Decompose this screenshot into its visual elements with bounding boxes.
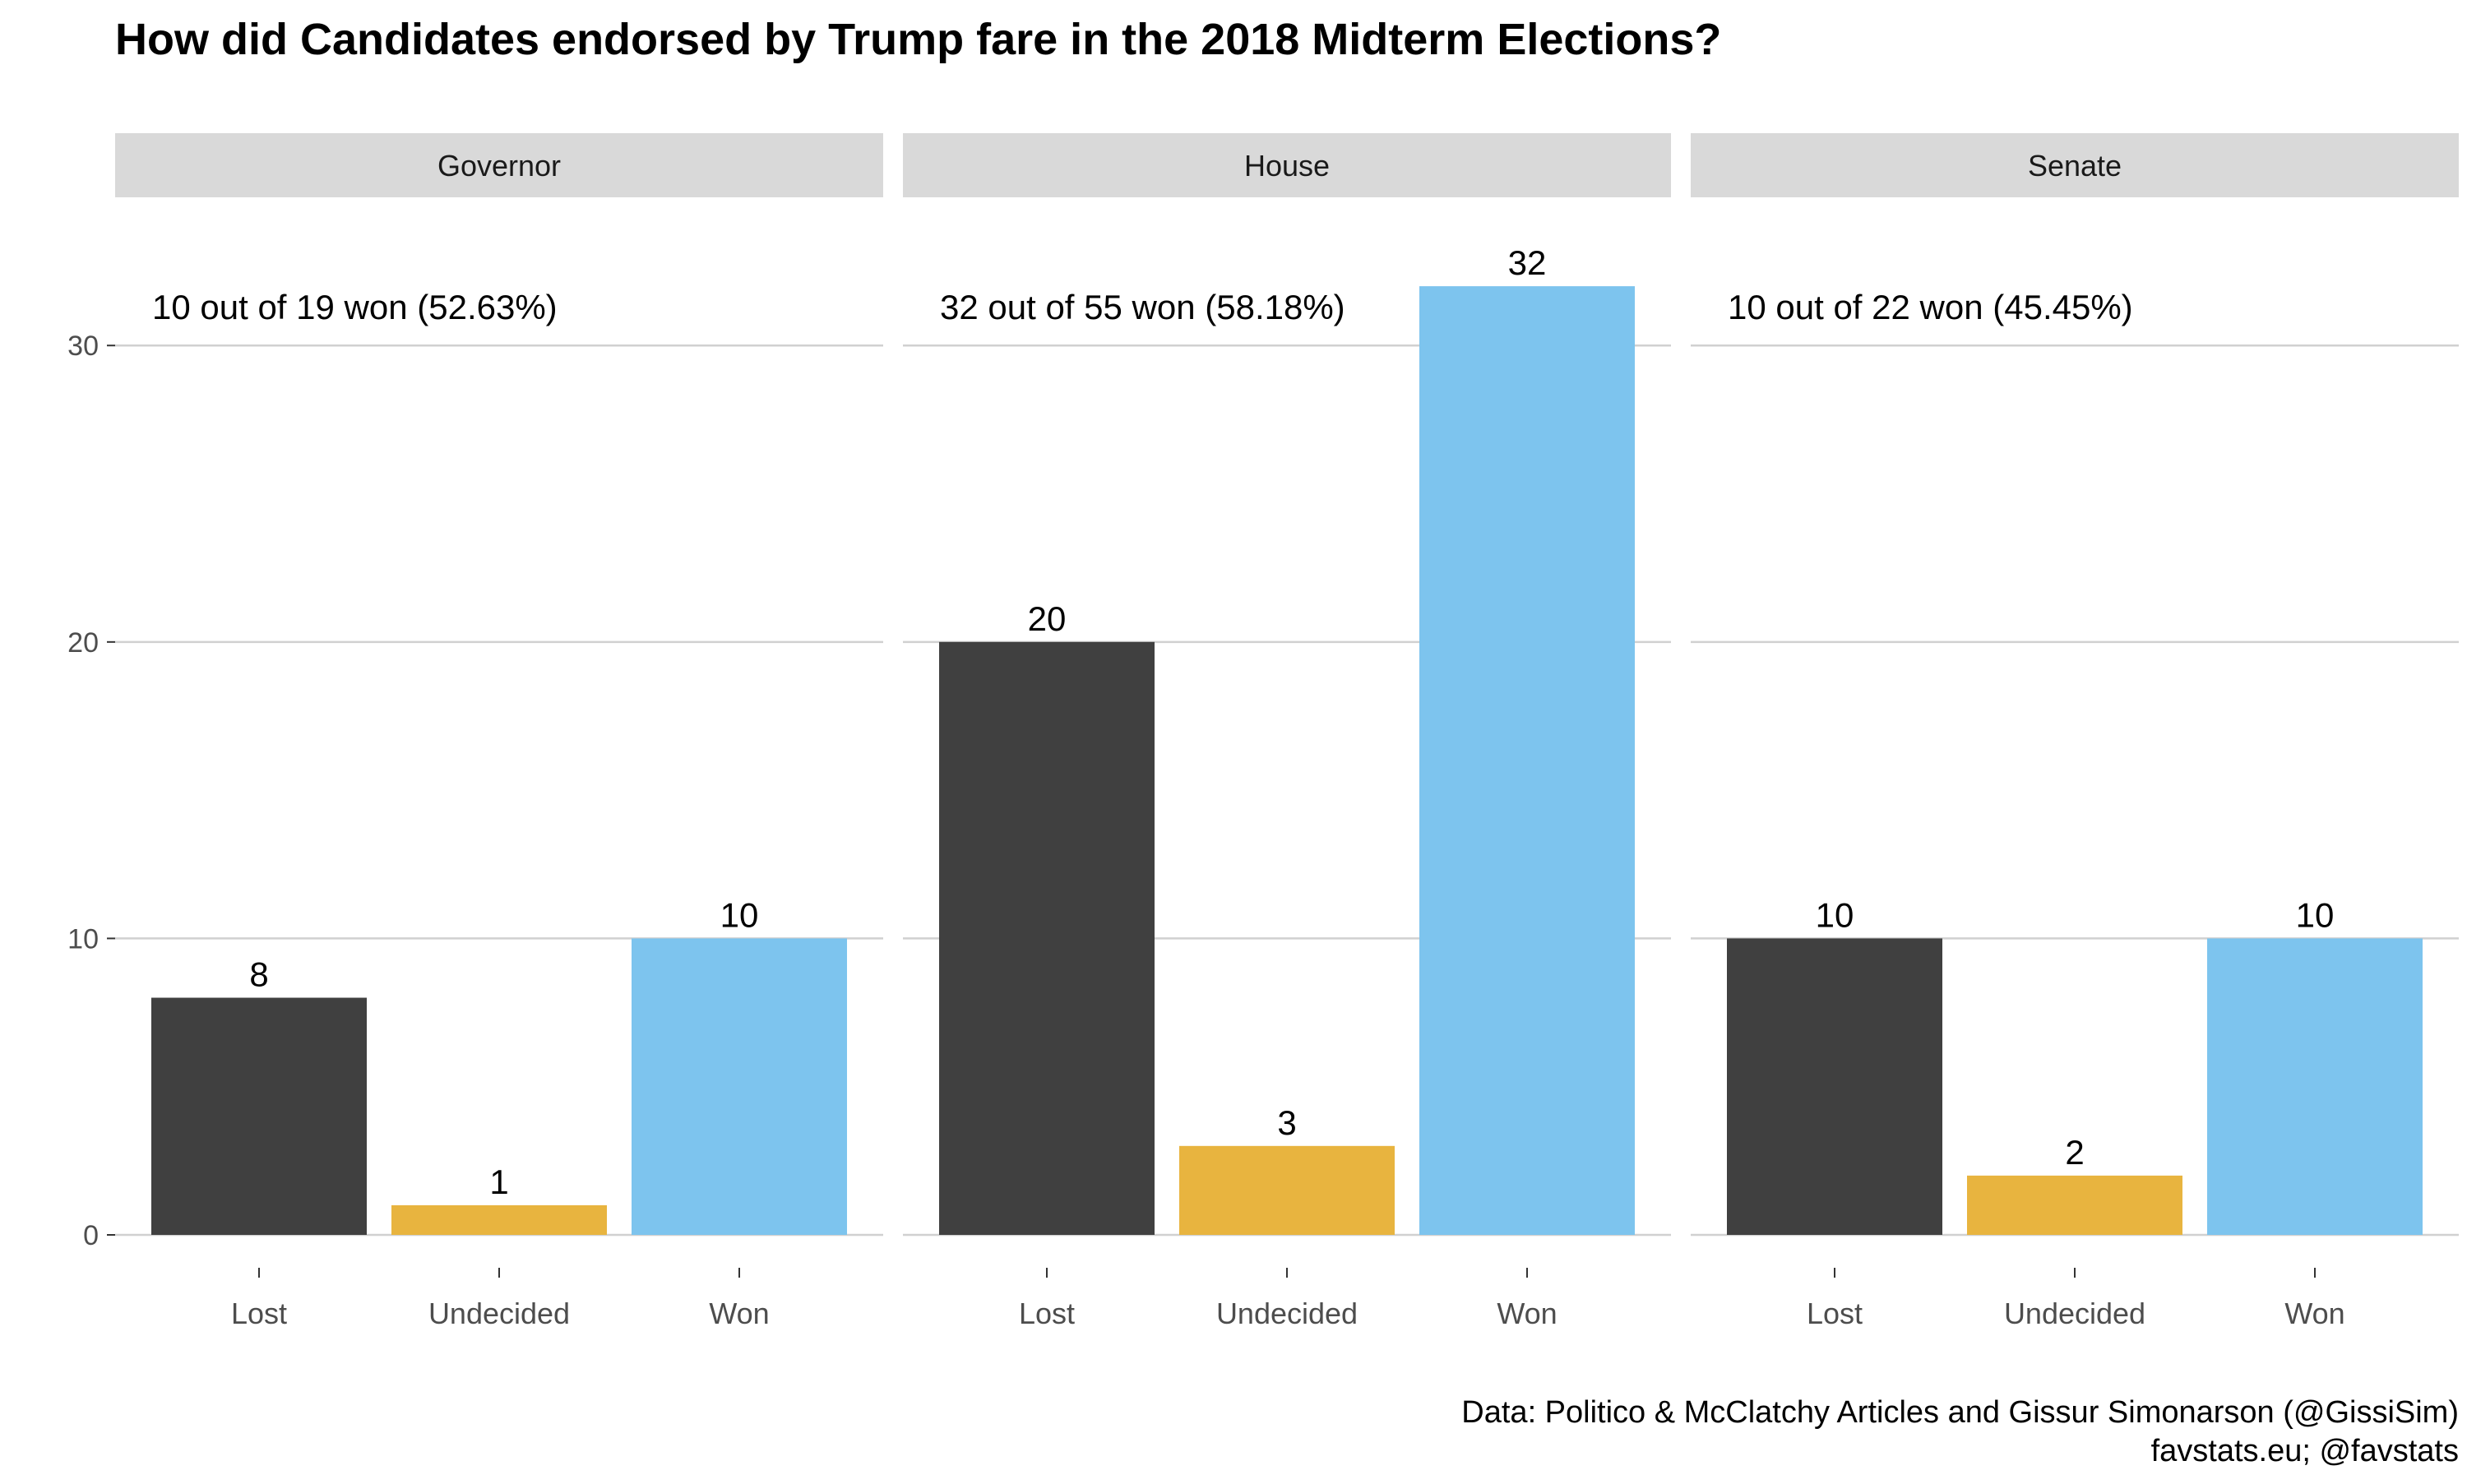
label-layer: 10 out of 19 won (52.63%) 8 1 10 32 out of 5… xyxy=(152,243,2334,1201)
y-tick-label: 30 xyxy=(67,331,99,362)
bar-undecided xyxy=(1967,1175,2182,1235)
x-tick-label: Lost xyxy=(231,1297,287,1330)
strip-layer: Governor House Senate xyxy=(115,133,2459,197)
bar-lost xyxy=(1727,938,1942,1235)
x-tick-label: Won xyxy=(2284,1297,2344,1330)
facet-strip xyxy=(115,133,883,197)
bar-value-label: 1 xyxy=(489,1163,508,1201)
bar-value-label: 32 xyxy=(1508,243,1547,282)
axis-layer: 0 10 20 30 Lost Undecided Won Lost Undecided Won L… xyxy=(67,331,2345,1330)
bar-value-label: 10 xyxy=(2296,895,2335,934)
facet-strip xyxy=(1691,133,2459,197)
bar-value-label: 8 xyxy=(249,955,268,994)
x-tick-label: Lost xyxy=(1807,1297,1863,1330)
chart-title: How did Candidates endorsed by Trump far… xyxy=(115,15,1721,64)
bar-value-label: 20 xyxy=(1028,599,1067,638)
x-tick-label: Undecided xyxy=(1216,1297,1358,1330)
y-tick-label: 20 xyxy=(67,627,99,659)
bar-value-label: 10 xyxy=(1816,895,1854,934)
bar-won xyxy=(2207,938,2423,1235)
bar-value-label: 3 xyxy=(1277,1103,1296,1142)
bar-value-label: 10 xyxy=(720,895,759,934)
x-tick-label: Undecided xyxy=(428,1297,570,1330)
grid-layer xyxy=(115,344,2459,1237)
caption-layer: Data: Politico & McClatchy Articles and … xyxy=(1461,1395,2459,1468)
y-tick-label: 0 xyxy=(83,1220,99,1251)
bar-lost xyxy=(939,641,1155,1235)
bar-won xyxy=(632,938,847,1235)
facet-strip-label: House xyxy=(1244,149,1330,183)
x-tick-label: Won xyxy=(709,1297,769,1330)
bar-undecided xyxy=(1179,1145,1395,1235)
bar-lost xyxy=(151,997,367,1235)
bar-undecided xyxy=(391,1204,607,1235)
panel-annotation: 32 out of 55 won (58.18%) xyxy=(940,288,1345,326)
facet-strip xyxy=(903,133,1671,197)
facet-strip-label: Senate xyxy=(2028,149,2122,183)
bar-won xyxy=(1419,286,1635,1235)
bar-layer xyxy=(151,286,2423,1235)
x-tick-label: Undecided xyxy=(2004,1297,2145,1330)
bar-value-label: 2 xyxy=(2065,1133,2084,1172)
caption-source: Data: Politico & McClatchy Articles and … xyxy=(1461,1395,2459,1430)
y-tick-label: 10 xyxy=(67,923,99,955)
x-tick-label: Lost xyxy=(1019,1297,1075,1330)
facet-strip-label: Governor xyxy=(437,149,561,183)
panel-annotation: 10 out of 19 won (52.63%) xyxy=(152,288,558,326)
caption-credit: favstats.eu; @favstats xyxy=(2151,1434,2459,1468)
panel-annotation: 10 out of 22 won (45.45%) xyxy=(1728,288,2133,326)
x-tick-label: Won xyxy=(1497,1297,1557,1330)
